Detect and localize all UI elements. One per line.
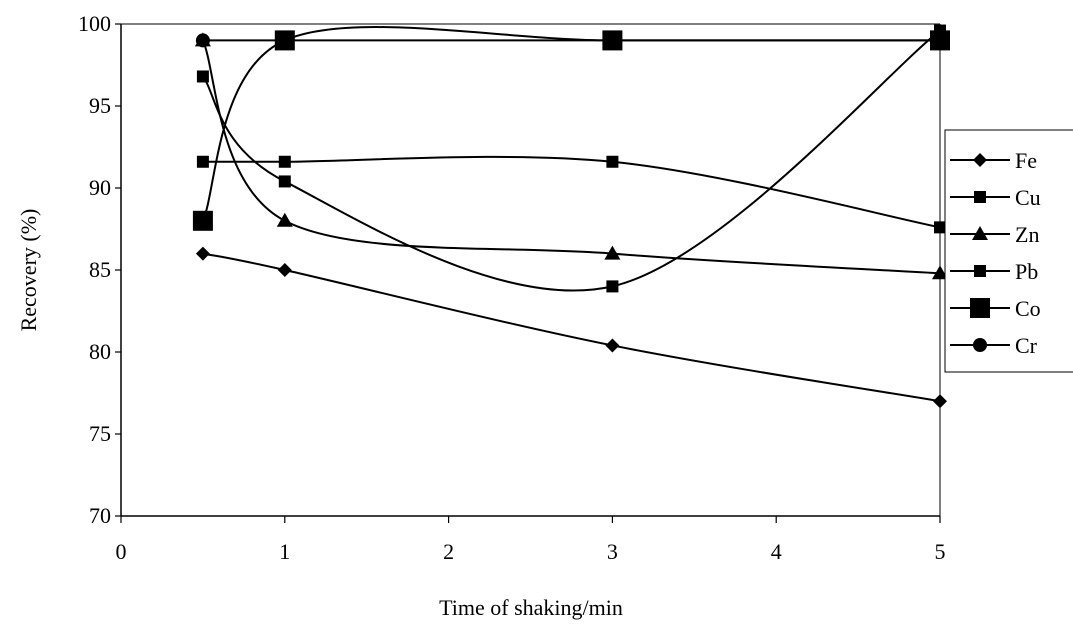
legend-box bbox=[944, 129, 1073, 373]
legend-label-cr: Cr bbox=[1015, 333, 1038, 358]
legend-marker bbox=[973, 338, 987, 352]
series-fe-point bbox=[195, 246, 210, 261]
x-tick-label: 2 bbox=[443, 539, 454, 564]
series-zn-line bbox=[201, 39, 941, 275]
series-layer bbox=[192, 24, 950, 409]
legend-label-fe: Fe bbox=[1015, 148, 1037, 173]
y-axis-title: Recovery (%) bbox=[16, 209, 41, 332]
series-cr-point bbox=[605, 33, 620, 48]
series-zn-point bbox=[932, 265, 948, 280]
legend-label-co: Co bbox=[1015, 296, 1041, 321]
legend-marker bbox=[972, 226, 988, 240]
x-tick-label: 0 bbox=[116, 539, 127, 564]
series-pb-point bbox=[278, 175, 291, 188]
legend-item-cu: Cu bbox=[950, 185, 1041, 210]
series-cr-point bbox=[277, 33, 292, 48]
legend-item-pb: Pb bbox=[950, 259, 1038, 284]
legend-item-fe: Fe bbox=[950, 148, 1037, 173]
legend-label-pb: Pb bbox=[1015, 259, 1038, 284]
series-pb-line bbox=[202, 29, 941, 292]
series-fe-point bbox=[933, 394, 947, 409]
series-cr-point bbox=[933, 33, 947, 48]
series-pb-point bbox=[606, 280, 619, 293]
axes: 70 75 80 85 90 95 100 0 1 2 3 4 5 bbox=[78, 11, 946, 564]
series-fe-point bbox=[277, 263, 292, 277]
series-cu-point bbox=[934, 221, 946, 234]
x-axis-title: Time of shaking/min bbox=[439, 595, 623, 620]
y-tick-label: 70 bbox=[89, 503, 111, 528]
series-zn-point bbox=[604, 245, 621, 260]
x-tick-label: 1 bbox=[279, 539, 290, 564]
y-tick-label: 100 bbox=[78, 11, 111, 36]
series-fe bbox=[195, 246, 947, 409]
series-co-line bbox=[201, 26, 940, 222]
legend-item-zn: Zn bbox=[950, 222, 1039, 247]
series-cu bbox=[196, 155, 946, 234]
y-tick-label: 95 bbox=[89, 93, 111, 118]
legend-marker bbox=[973, 153, 987, 167]
series-zn-point bbox=[276, 212, 293, 227]
x-tick-label: 5 bbox=[935, 539, 946, 564]
series-cu-point bbox=[196, 155, 209, 168]
series-pb-point bbox=[196, 70, 209, 83]
x-tick-label: 4 bbox=[771, 539, 782, 564]
legend: Fe Cu Zn Pb Co Cr bbox=[944, 129, 1073, 373]
series-cu-point bbox=[278, 155, 291, 168]
legend-item-co: Co bbox=[950, 296, 1041, 321]
x-tick-label: 3 bbox=[607, 539, 618, 564]
y-tick-label: 90 bbox=[89, 175, 111, 200]
y-tick-label: 75 bbox=[89, 421, 111, 446]
legend-marker bbox=[974, 191, 986, 203]
series-cr-point bbox=[195, 33, 210, 48]
series-cu-line bbox=[202, 155, 941, 229]
series-fe-point bbox=[605, 338, 620, 353]
series-cr bbox=[195, 33, 947, 48]
legend-marker bbox=[974, 265, 986, 277]
series-co-point bbox=[192, 210, 213, 231]
y-tick-label: 80 bbox=[89, 339, 111, 364]
series-fe-line bbox=[202, 252, 941, 403]
legend-marker bbox=[970, 298, 990, 318]
legend-label-cu: Cu bbox=[1015, 185, 1041, 210]
y-tick-label: 85 bbox=[89, 257, 111, 282]
series-zn bbox=[194, 32, 948, 280]
series-cu-point bbox=[606, 155, 619, 168]
legend-label-zn: Zn bbox=[1015, 222, 1039, 247]
legend-item-cr: Cr bbox=[950, 333, 1038, 358]
plot-area bbox=[121, 23, 941, 516]
